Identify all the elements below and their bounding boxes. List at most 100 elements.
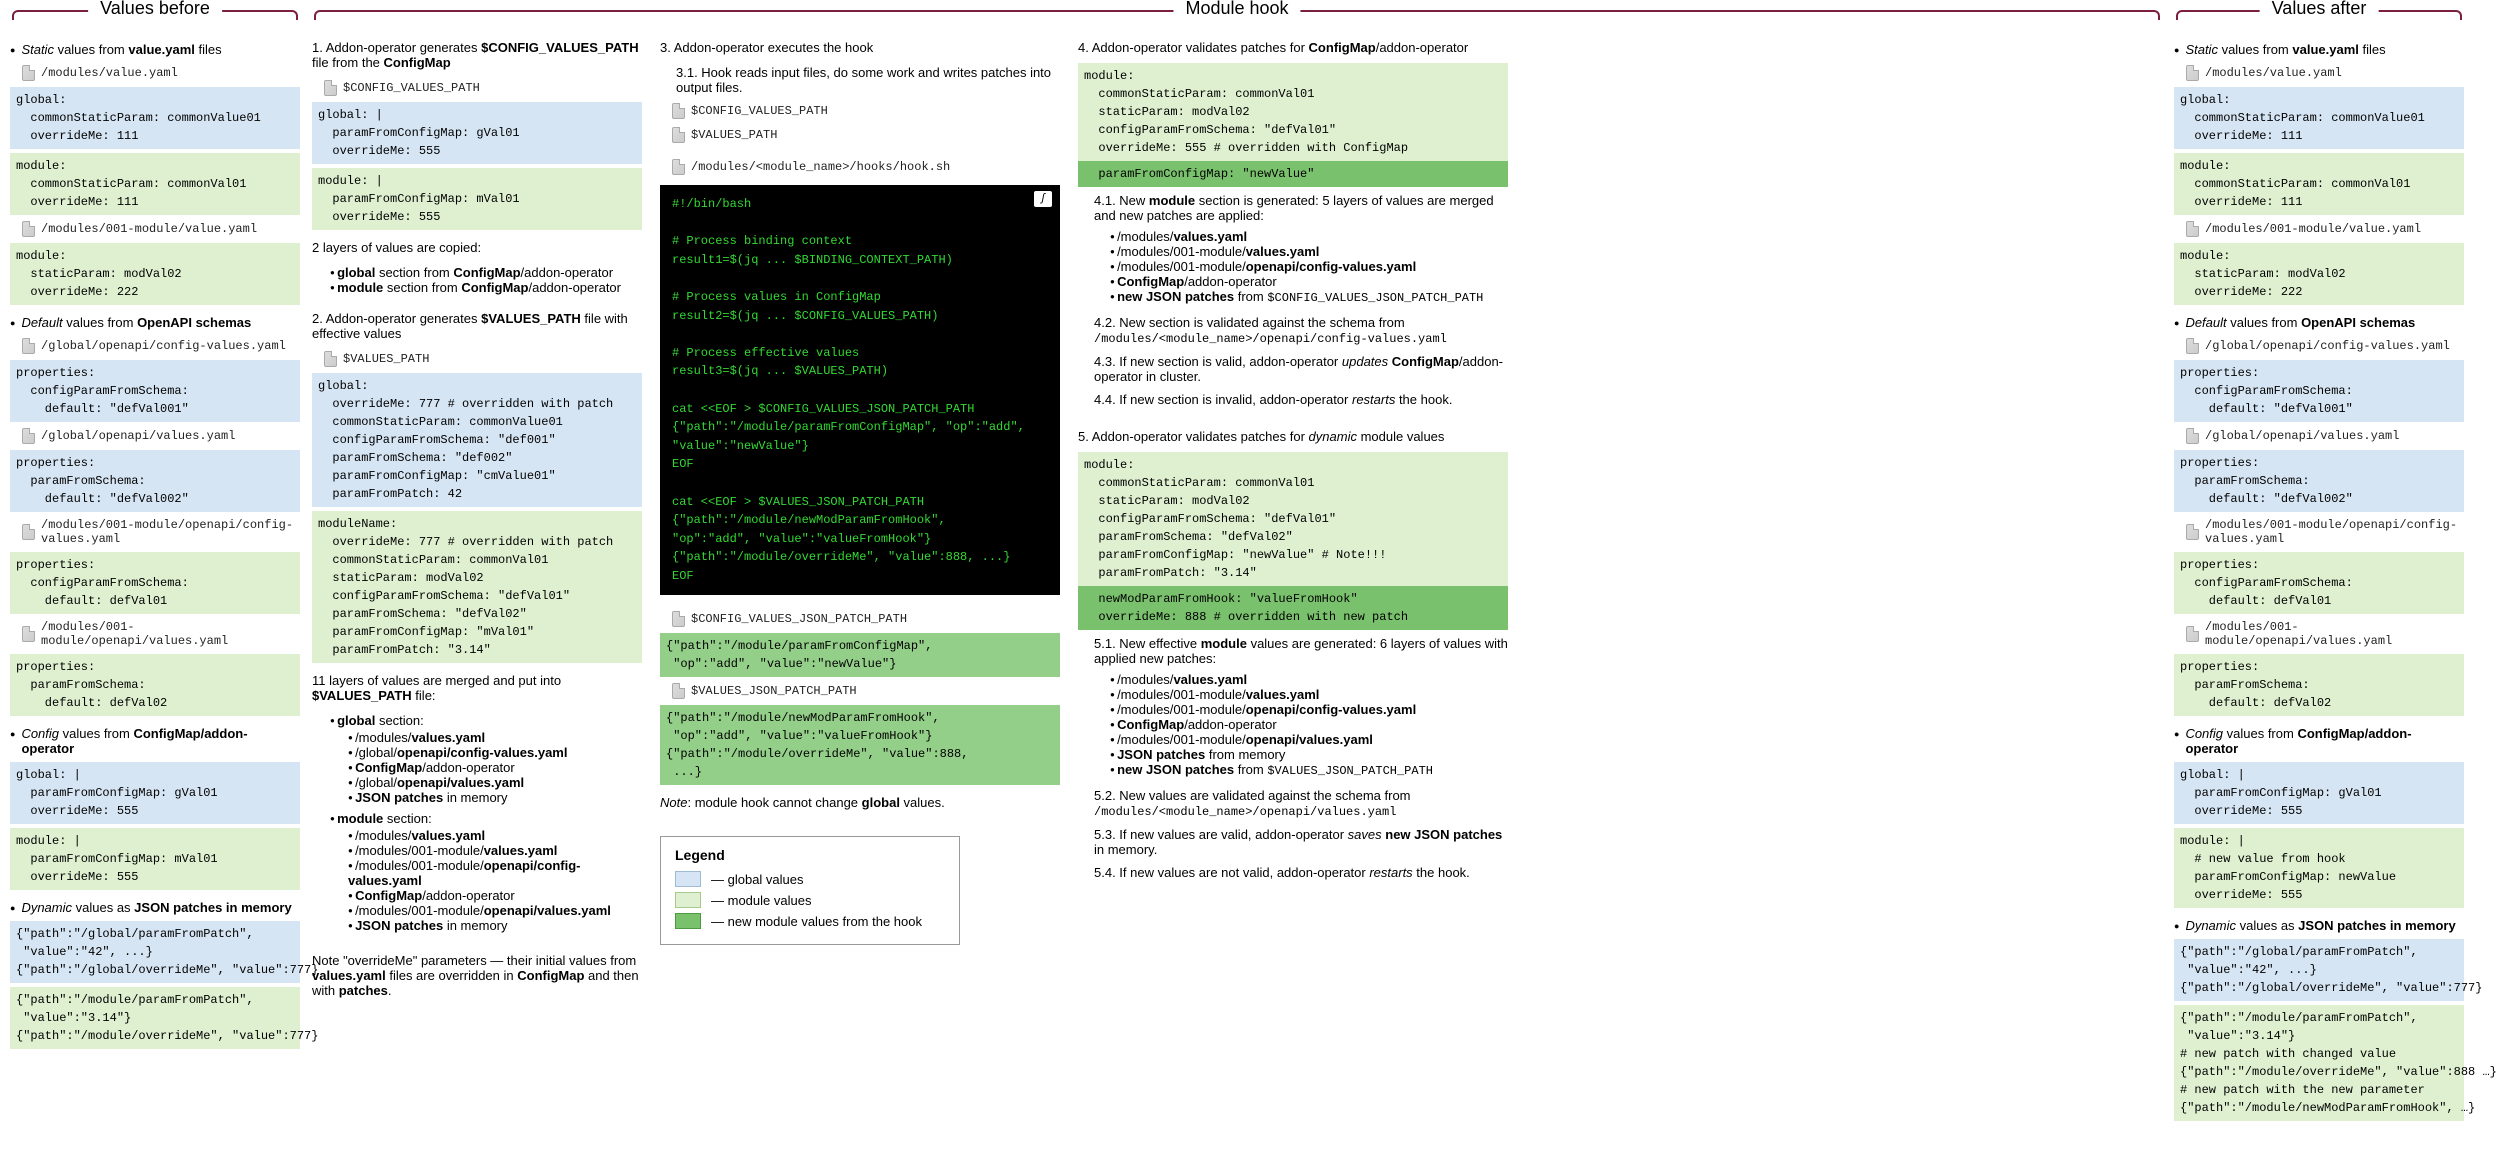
title-hook: Module hook <box>1173 0 1300 19</box>
note: 11 layers of values are merged and put i… <box>312 673 642 703</box>
heading-dynamic-after: Dynamic values as JSON patches in memory <box>2174 918 2464 933</box>
bracket-hook: Module hook <box>314 10 2160 20</box>
heading-dynamic-before: Dynamic values as JSON patches in memory <box>10 900 300 915</box>
note: 2 layers of values are copied: <box>312 240 642 255</box>
column-values-before: Values before Static values from value.y… <box>10 10 300 1123</box>
code-block: properties: paramFromSchema: default: de… <box>10 654 300 716</box>
file-icon <box>2186 338 2199 354</box>
code-block: newModParamFromHook: "valueFromHook" ove… <box>1078 586 1508 630</box>
file-path: /global/openapi/config-values.yaml <box>22 338 300 354</box>
title-before: Values before <box>88 0 222 19</box>
code-block: module: | paramFromConfigMap: mVal01 ove… <box>10 828 300 890</box>
heading-default-after: Default values from OpenAPI schemas <box>2174 315 2464 330</box>
file-icon <box>672 611 685 627</box>
file-path: /global/openapi/values.yaml <box>22 428 300 444</box>
code-block: properties: configParamFromSchema: defau… <box>10 552 300 614</box>
code-block: {"path":"/global/paramFromPatch", "value… <box>10 921 300 983</box>
step-1: 1. Addon-operator generates $CONFIG_VALU… <box>312 40 642 70</box>
code-block: properties: configParamFromSchema: defau… <box>2174 552 2464 614</box>
hook-col-1: 1. Addon-operator generates $CONFIG_VALU… <box>312 34 642 1006</box>
code-block: module: commonStaticParam: commonVal01 s… <box>1078 63 1508 161</box>
file-icon <box>22 428 35 444</box>
file-icon <box>22 524 35 540</box>
file-path: $VALUES_PATH <box>324 351 642 367</box>
heading-config-before: Config values from ConfigMap/addon-opera… <box>10 726 300 756</box>
file-path: $CONFIG_VALUES_PATH <box>324 80 642 96</box>
bracket-before: Values before <box>12 10 298 20</box>
swatch-global <box>675 871 701 887</box>
file-icon <box>2186 221 2199 237</box>
bracket-after: Values after <box>2176 10 2462 20</box>
heading-static-after: Static values from value.yaml files <box>2174 42 2464 57</box>
file-path: $CONFIG_VALUES_PATH <box>672 103 1060 119</box>
file-path: /modules/001-module/openapi/values.yaml <box>22 620 300 648</box>
step-2: 2. Addon-operator generates $VALUES_PATH… <box>312 311 642 341</box>
step-4: 4. Addon-operator validates patches for … <box>1078 40 1508 55</box>
column-values-after: Values after Static values from value.ya… <box>2174 10 2464 1123</box>
step-5-4: 5.4. If new values are not valid, addon-… <box>1094 865 1508 880</box>
file-icon <box>324 80 337 96</box>
file-icon <box>22 626 35 642</box>
code-block: properties: paramFromSchema: default: "d… <box>10 450 300 512</box>
hook-col-2: 3. Addon-operator executes the hook 3.1.… <box>660 34 1060 1006</box>
file-icon <box>2186 626 2199 642</box>
code-block: global: commonStaticParam: commonValue01… <box>2174 87 2464 149</box>
step-4-2: 4.2. New section is validated against th… <box>1094 315 1508 346</box>
note: Note "overrideMe" parameters — their ini… <box>312 953 642 998</box>
code-block: moduleName: overrideMe: 777 # overridden… <box>312 511 642 663</box>
code-block: module: | # new value from hook paramFro… <box>2174 828 2464 908</box>
diagram-root: Values before Static values from value.y… <box>10 10 2490 1123</box>
code-block: global: | paramFromConfigMap: gVal01 ove… <box>312 102 642 164</box>
legend-row: — module values <box>675 892 945 908</box>
code-block: global: | paramFromConfigMap: gVal01 ove… <box>10 762 300 824</box>
code-block: properties: configParamFromSchema: defau… <box>10 360 300 422</box>
file-path: /modules/001-module/openapi/config-value… <box>2186 518 2464 546</box>
code-block: module: commonStaticParam: commonVal01 o… <box>2174 153 2464 215</box>
code-block: module: staticParam: modVal02 overrideMe… <box>10 243 300 305</box>
list: global section from ConfigMap/addon-oper… <box>330 265 642 295</box>
code-block: {"path":"/module/paramFromPatch", "value… <box>10 987 300 1049</box>
file-icon <box>22 221 35 237</box>
heading-default-before: Default values from OpenAPI schemas <box>10 315 300 330</box>
column-module-hook: Module hook 1. Addon-operator generates … <box>312 10 2162 1123</box>
legend-row: — new module values from the hook <box>675 913 945 929</box>
step-4-3: 4.3. If new section is valid, addon-oper… <box>1094 354 1508 384</box>
file-path: $CONFIG_VALUES_JSON_PATCH_PATH <box>672 611 1060 627</box>
list: /modules/values.yaml /modules/001-module… <box>1110 672 1508 778</box>
hook-col-3: 4. Addon-operator validates patches for … <box>1078 34 1508 1006</box>
code-block: global: overrideMe: 777 # overridden wit… <box>312 373 642 507</box>
code-block: global: commonStaticParam: commonValue01… <box>10 87 300 149</box>
step-4-4: 4.4. If new section is invalid, addon-op… <box>1094 392 1508 407</box>
file-path: /modules/001-module/openapi/config-value… <box>22 518 300 546</box>
file-path: /modules/001-module/value.yaml <box>2186 221 2464 237</box>
step-3-1: 3.1. Hook reads input files, do some wor… <box>676 65 1060 95</box>
list: global section: /modules/values.yaml /gl… <box>330 713 642 939</box>
file-path: /global/openapi/config-values.yaml <box>2186 338 2464 354</box>
file-icon <box>672 127 685 143</box>
code-block: properties: configParamFromSchema: defau… <box>2174 360 2464 422</box>
file-path: /modules/value.yaml <box>2186 65 2464 81</box>
list: /modules/values.yaml /modules/001-module… <box>1110 229 1508 305</box>
file-icon <box>672 683 685 699</box>
code-block: paramFromConfigMap: "newValue" <box>1078 161 1508 187</box>
terminal-badge-icon: ʃ <box>1034 191 1052 207</box>
step-3: 3. Addon-operator executes the hook <box>660 40 1060 55</box>
file-path: /global/openapi/values.yaml <box>2186 428 2464 444</box>
heading-config-after: Config values from ConfigMap/addon-opera… <box>2174 726 2464 756</box>
file-icon <box>2186 65 2199 81</box>
legend-title: Legend <box>675 847 945 863</box>
file-path: $VALUES_JSON_PATCH_PATH <box>672 683 1060 699</box>
code-block: properties: paramFromSchema: default: "d… <box>2174 450 2464 512</box>
legend-row: — global values <box>675 871 945 887</box>
file-icon <box>324 351 337 367</box>
note: Note: module hook cannot change global v… <box>660 795 1060 810</box>
step-5: 5. Addon-operator validates patches for … <box>1078 429 1508 444</box>
swatch-module <box>675 892 701 908</box>
code-block: {"path":"/module/newModParamFromHook", "… <box>660 705 1060 785</box>
code-block: global: | paramFromConfigMap: gVal01 ove… <box>2174 762 2464 824</box>
file-icon <box>22 338 35 354</box>
title-after: Values after <box>2260 0 2379 19</box>
step-5-2: 5.2. New values are validated against th… <box>1094 788 1508 819</box>
file-path: /modules/<module_name>/hooks/hook.sh <box>672 159 1060 175</box>
code-block: module: | paramFromConfigMap: mVal01 ove… <box>312 168 642 230</box>
